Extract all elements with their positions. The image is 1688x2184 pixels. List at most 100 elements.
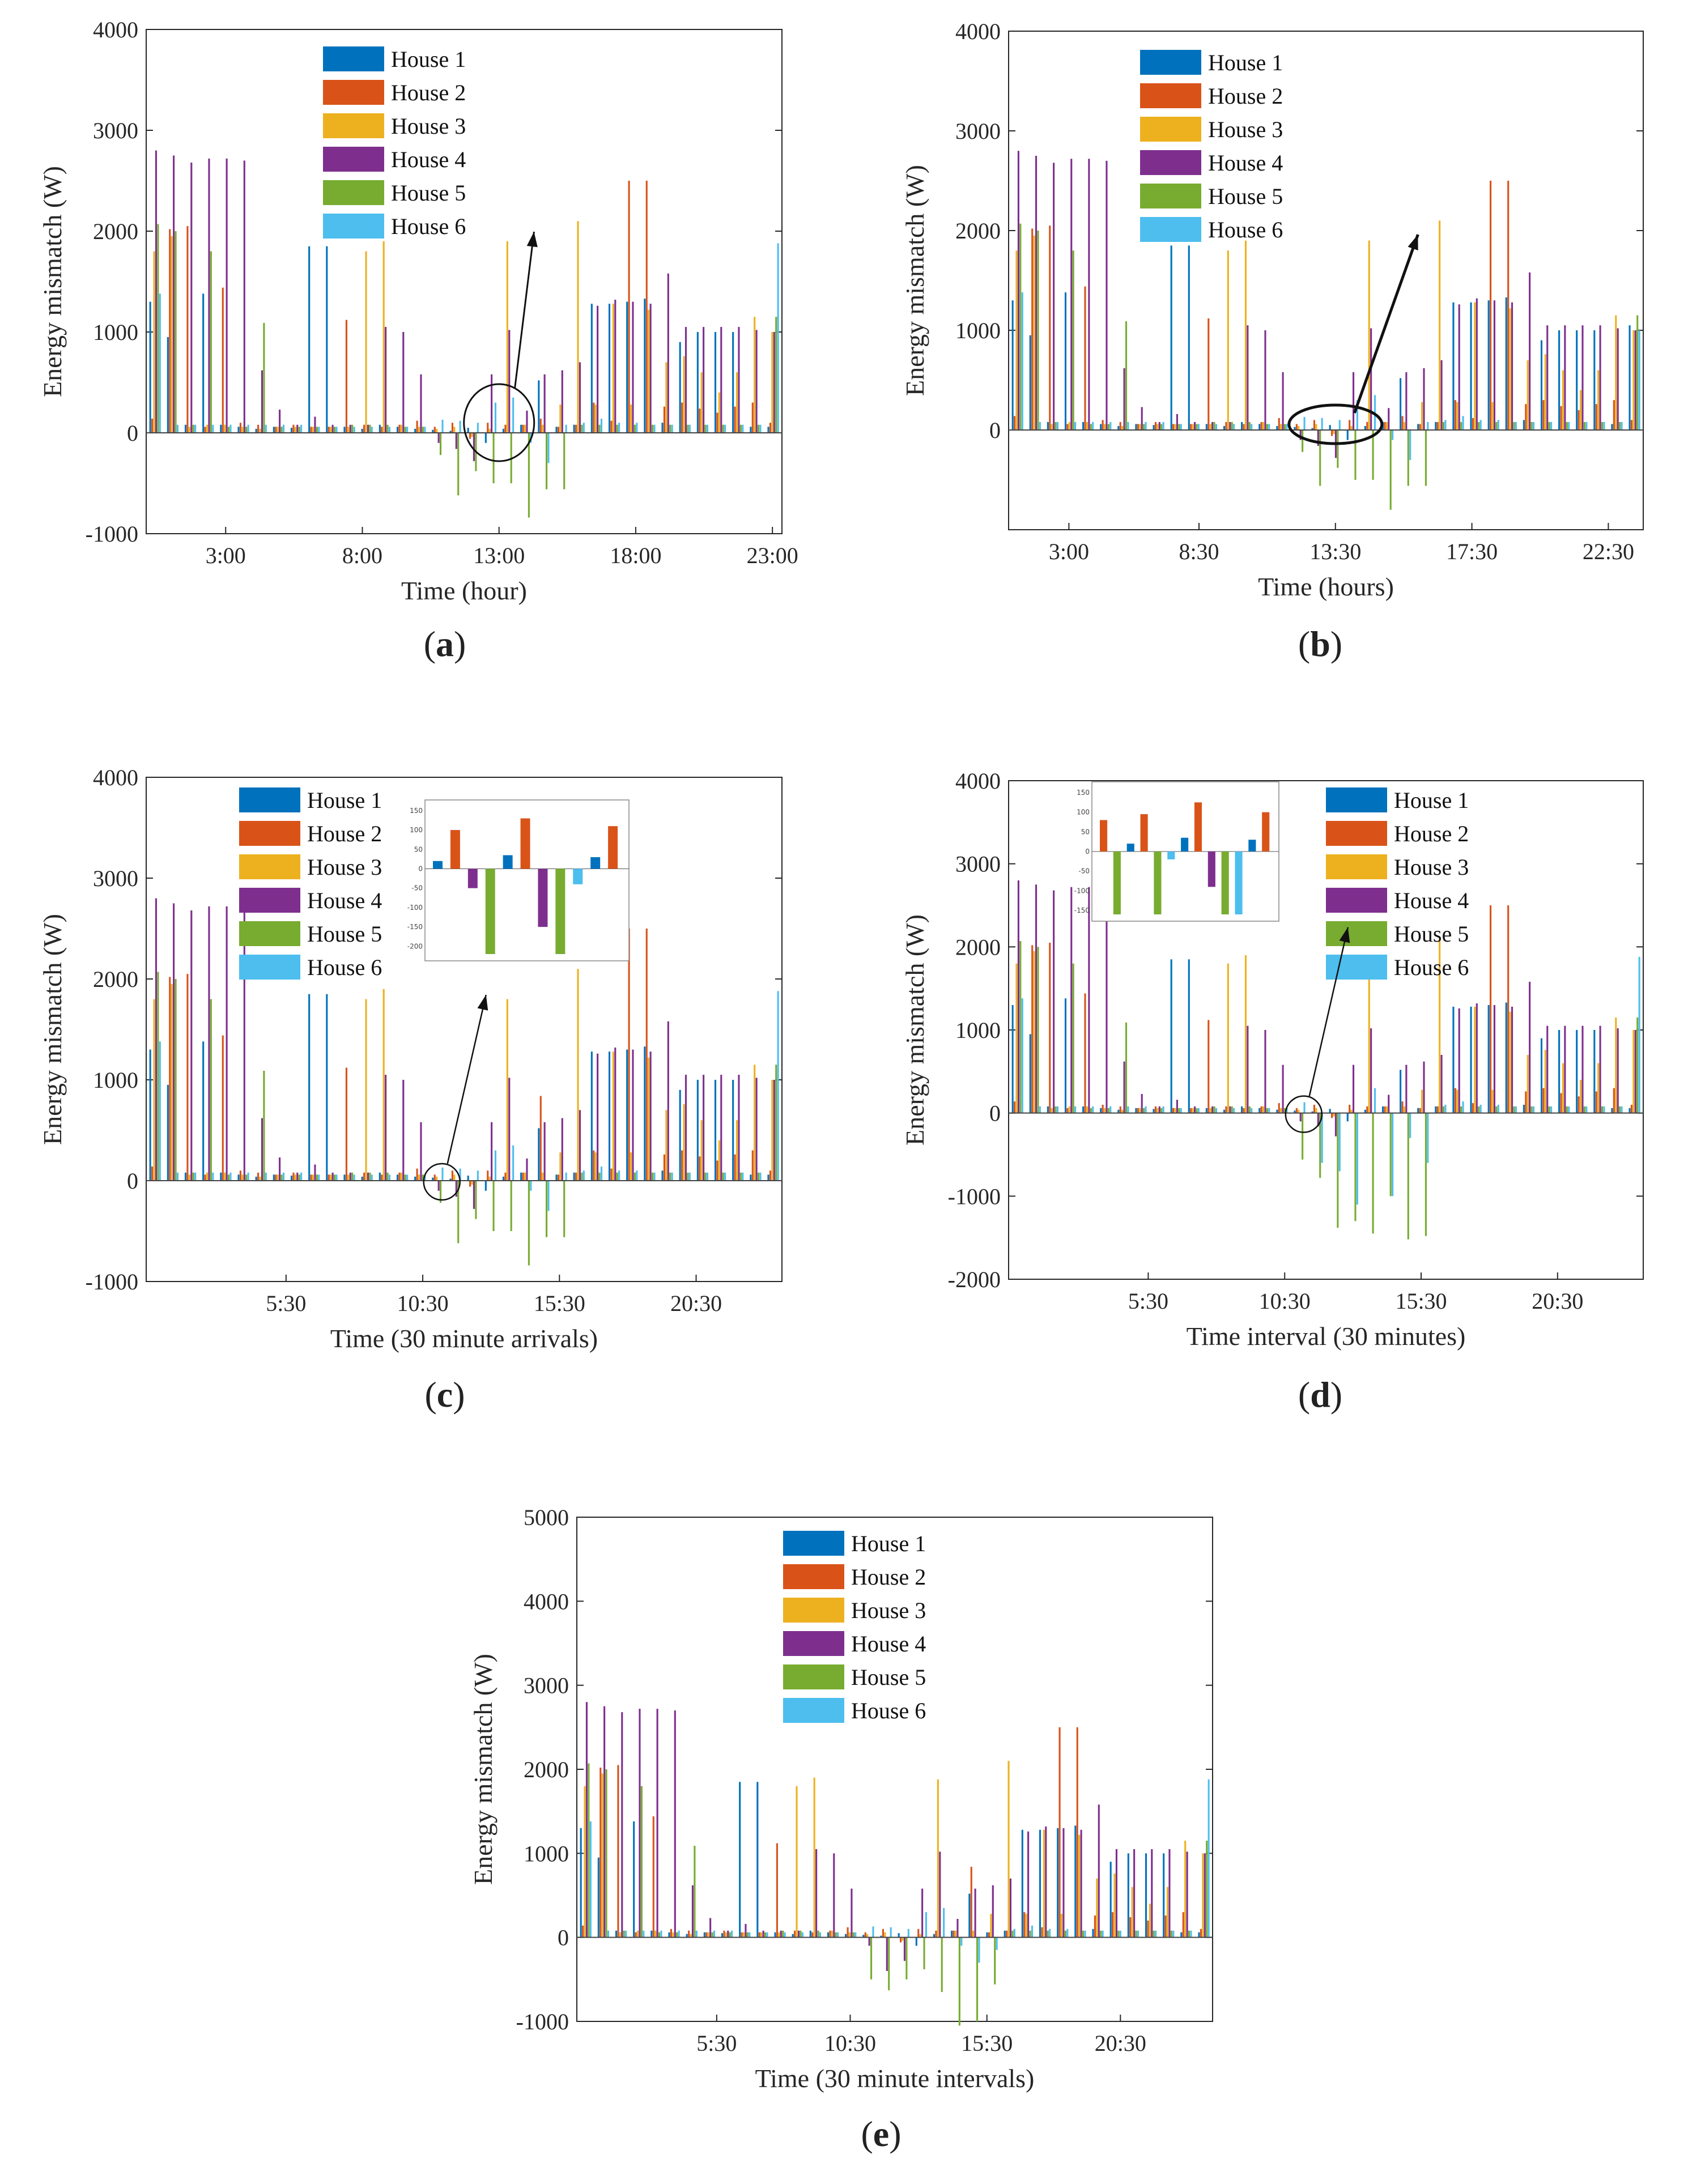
bar-house-3 (347, 427, 350, 433)
bar-house-1 (1205, 1108, 1207, 1113)
bar-house-6 (1013, 1928, 1015, 1938)
x-axis-label: Time (hours) (1258, 572, 1394, 601)
bar-house-3 (1131, 1887, 1133, 1938)
bar-house-4 (208, 906, 210, 1181)
legend-swatch (323, 214, 384, 239)
bar-house-6 (582, 423, 585, 433)
bar-house-5 (157, 224, 159, 433)
bar-house-2 (1436, 1106, 1439, 1113)
bar-house-4 (614, 1048, 616, 1181)
bar-house-3 (1051, 1108, 1053, 1113)
bar-house-3 (1156, 1108, 1159, 1113)
bar-house-2 (257, 1172, 260, 1181)
bar-house-1 (696, 1080, 699, 1181)
bar-house-3 (718, 1140, 720, 1181)
inset-y-tick-label: 150 (410, 807, 423, 815)
bar-house-4 (561, 370, 563, 433)
bar-house-1 (1258, 1108, 1261, 1113)
bar-house-2 (433, 427, 436, 433)
bar-house-1 (1039, 1829, 1041, 1938)
bar-house-1 (1576, 1030, 1578, 1113)
bar-house-3 (700, 1120, 703, 1181)
bar-house-3 (866, 1934, 869, 1938)
bar-house-3 (1315, 424, 1317, 430)
legend-swatch (239, 921, 300, 946)
bar-house-3 (312, 427, 314, 433)
bar-house-1 (650, 1930, 653, 1938)
bar-house-4 (1282, 372, 1284, 430)
legend-swatch (239, 854, 300, 879)
bar-house-6 (547, 433, 550, 463)
legend-swatch (1140, 217, 1201, 242)
legend-swatch (239, 787, 300, 812)
bar-house-1 (1064, 998, 1067, 1113)
bar-house-3 (277, 427, 279, 433)
bar-house-6 (441, 419, 444, 433)
bar-house-6 (713, 1930, 716, 1938)
bar-house-4 (939, 1851, 941, 1938)
bar-house-4 (1546, 325, 1549, 430)
bar-house-1 (1198, 1932, 1200, 1938)
bar-house-3 (1262, 422, 1265, 430)
bar-house-2 (1595, 1091, 1597, 1113)
bar-house-3 (1403, 422, 1405, 430)
bar-house-4 (621, 1712, 623, 1938)
bar-house-4 (1204, 1853, 1206, 1938)
bar-house-2 (557, 1174, 559, 1181)
bar-house-2 (970, 1867, 972, 1938)
bar-house-5 (1478, 422, 1480, 430)
y-tick-label: 0 (989, 418, 1001, 443)
bar-house-3 (241, 1174, 244, 1181)
bar-house-3 (1562, 1063, 1564, 1113)
y-tick-label: 3000 (955, 852, 1001, 877)
bar-house-1 (792, 1934, 794, 1938)
bar-house-5 (1125, 1022, 1128, 1113)
bar-house-3 (754, 317, 756, 433)
bar-house-3 (1209, 1108, 1211, 1113)
bar-house-3 (1096, 1878, 1098, 1938)
bar-house-1 (1470, 1006, 1472, 1113)
bar-house-6 (1444, 1105, 1447, 1113)
bar-house-2 (487, 423, 489, 433)
bar-house-4 (1617, 1028, 1619, 1113)
bar-house-5 (386, 424, 389, 433)
bar-house-6 (194, 424, 197, 433)
inset-y-tick-label: 150 (1077, 789, 1090, 797)
bar-house-3 (1439, 938, 1441, 1113)
bar-house-6 (1550, 422, 1553, 430)
bar-house-6 (1145, 422, 1147, 430)
bar-house-5 (457, 433, 460, 496)
bar-house-4 (1440, 1055, 1443, 1113)
bar-house-4 (385, 1075, 387, 1181)
y-axis-label: Energy mismatch (W) (469, 1654, 498, 1885)
bar-house-5 (941, 1937, 943, 1993)
bar-house-2 (1154, 422, 1157, 430)
bar-house-2 (716, 412, 718, 433)
bar-house-2 (900, 1937, 902, 1943)
bar-house-6 (688, 424, 691, 433)
bar-house-1 (898, 1933, 900, 1938)
bar-house-3 (153, 251, 155, 433)
bar-house-4 (261, 370, 263, 433)
bar-house-1 (1276, 1109, 1278, 1113)
bar-house-6 (742, 424, 744, 433)
bar-house-3 (1086, 1106, 1088, 1113)
bar-house-4 (190, 910, 193, 1181)
bar-house-1 (202, 1041, 205, 1181)
bar-house-1 (1381, 1106, 1384, 1113)
legend-label: House 4 (1208, 150, 1283, 176)
bar-house-5 (563, 433, 565, 489)
x-tick-label: 23:00 (747, 543, 798, 568)
bar-house-4 (1080, 1829, 1082, 1938)
x-axis-label: Time (30 minute intervals) (755, 2064, 1035, 2093)
bar-house-3 (1421, 1089, 1423, 1113)
bar-house-4 (720, 327, 722, 433)
bar-house-6 (494, 1150, 497, 1181)
bar-house-6 (1039, 1106, 1041, 1113)
bar-house-3 (1527, 360, 1529, 430)
x-tick-label: 17:30 (1446, 539, 1498, 564)
bar-house-1 (1435, 1106, 1437, 1113)
bar-house-6 (406, 427, 409, 433)
bar-house-3 (1615, 315, 1617, 430)
bar-house-1 (220, 424, 222, 433)
